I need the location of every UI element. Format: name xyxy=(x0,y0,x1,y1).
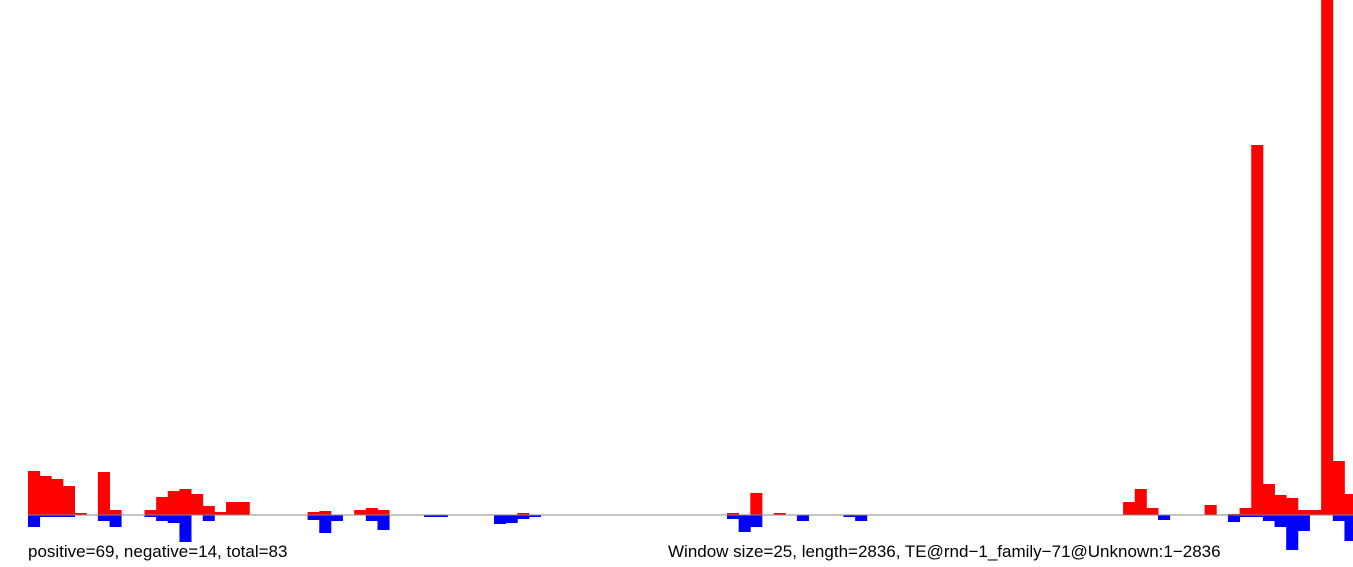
positive-bar-105 xyxy=(1251,145,1264,515)
negative-bar-105 xyxy=(1251,515,1264,517)
positive-bar-113 xyxy=(1344,494,1353,515)
positive-bar-28 xyxy=(354,510,367,515)
positive-bar-13 xyxy=(179,489,192,515)
positive-bar-110 xyxy=(1309,510,1322,515)
positive-bar-108 xyxy=(1286,498,1299,515)
positive-bar-30 xyxy=(377,510,390,515)
positive-bar-62 xyxy=(750,493,763,515)
positive-bar-96 xyxy=(1146,508,1159,515)
negative-bar-108 xyxy=(1286,515,1299,550)
positive-bar-6 xyxy=(97,472,110,515)
positive-bar-106 xyxy=(1262,484,1275,515)
positive-bar-25 xyxy=(319,511,332,515)
positive-bar-14 xyxy=(191,494,204,515)
positive-bar-104 xyxy=(1239,508,1252,515)
negative-bar-30 xyxy=(377,515,390,530)
negative-bar-70 xyxy=(843,515,856,517)
negative-bar-43 xyxy=(528,515,541,517)
negative-bar-12 xyxy=(167,515,180,523)
positive-bar-10 xyxy=(144,510,157,515)
window-caption: Window size=25, length=2836, TE@rnd−1_fa… xyxy=(668,542,1221,561)
positive-bar-64 xyxy=(773,513,786,515)
negative-bar-26 xyxy=(330,515,343,521)
negative-bar-7 xyxy=(109,515,122,527)
positive-bar-0 xyxy=(28,471,41,515)
negative-bar-104 xyxy=(1239,515,1252,517)
positive-bar-29 xyxy=(365,508,378,515)
negative-bar-42 xyxy=(517,515,530,519)
positive-bar-7 xyxy=(109,510,122,515)
negative-bar-103 xyxy=(1227,515,1240,522)
positive-bar-101 xyxy=(1204,505,1217,515)
positive-bar-94 xyxy=(1123,502,1136,515)
negative-bars xyxy=(28,515,1353,550)
negative-bar-112 xyxy=(1332,515,1345,521)
negative-bar-97 xyxy=(1158,515,1171,520)
negative-bar-3 xyxy=(62,515,75,517)
positive-bar-3 xyxy=(62,486,75,515)
positive-bar-12 xyxy=(167,491,180,515)
stats-caption: positive=69, negative=14, total=83 xyxy=(28,542,288,561)
negative-bar-29 xyxy=(365,515,378,521)
negative-bar-109 xyxy=(1297,515,1310,531)
negative-bar-66 xyxy=(796,515,809,521)
positive-bar-109 xyxy=(1297,510,1310,515)
negative-bar-25 xyxy=(319,515,332,533)
positive-bar-95 xyxy=(1134,489,1147,515)
positive-bar-111 xyxy=(1321,0,1334,515)
positive-bar-112 xyxy=(1332,461,1345,515)
positive-bar-2 xyxy=(51,479,64,515)
positive-bar-18 xyxy=(237,502,250,515)
positive-bar-16 xyxy=(214,512,227,515)
positive-bar-1 xyxy=(39,476,52,515)
negative-bar-0 xyxy=(28,515,41,527)
negative-bar-34 xyxy=(424,515,437,517)
negative-bar-61 xyxy=(738,515,751,532)
positive-bar-11 xyxy=(156,497,169,515)
positive-bar-24 xyxy=(307,512,320,515)
negative-bar-106 xyxy=(1262,515,1275,521)
positive-bars xyxy=(28,0,1353,515)
positive-bar-17 xyxy=(226,502,239,515)
negative-bar-6 xyxy=(97,515,110,521)
negative-bar-13 xyxy=(179,515,192,542)
negative-bar-71 xyxy=(855,515,868,521)
negative-bar-15 xyxy=(202,515,215,521)
negative-bar-113 xyxy=(1344,515,1353,541)
negative-bar-1 xyxy=(39,515,52,517)
negative-bar-10 xyxy=(144,515,157,517)
negative-bar-24 xyxy=(307,515,320,520)
negative-bar-107 xyxy=(1274,515,1287,527)
positive-bar-4 xyxy=(74,513,87,515)
negative-bar-41 xyxy=(505,515,518,523)
negative-bar-62 xyxy=(750,515,763,527)
positive-bar-60 xyxy=(727,513,740,515)
negative-bar-60 xyxy=(727,515,740,519)
positive-bar-42 xyxy=(517,513,530,515)
negative-bar-11 xyxy=(156,515,169,521)
positive-bar-107 xyxy=(1274,495,1287,515)
negative-bar-40 xyxy=(494,515,507,524)
negative-bar-35 xyxy=(435,515,448,517)
positive-bar-15 xyxy=(202,506,215,515)
negative-bar-2 xyxy=(51,515,64,517)
